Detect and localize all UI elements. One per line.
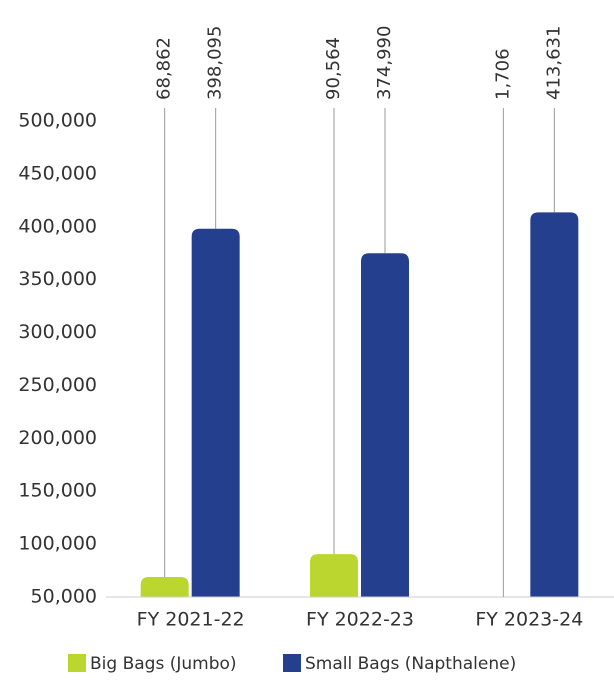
value-label: 90,564 (323, 37, 344, 100)
value-label: 374,990 (374, 26, 395, 100)
bars (140, 212, 579, 597)
bar (530, 212, 579, 597)
legend-label: Small Bags (Napthalene) (305, 654, 516, 674)
legend-label: Big Bags (Jumbo) (90, 654, 237, 674)
y-tick-label: 350,000 (18, 268, 97, 290)
bar (310, 554, 358, 597)
legend-swatch (68, 654, 86, 672)
x-tick-label: FY 2023-24 (475, 609, 583, 631)
bar (361, 253, 409, 597)
y-tick-label: 400,000 (18, 215, 97, 237)
y-tick-label: 300,000 (18, 321, 97, 343)
y-tick-label: 150,000 (18, 480, 97, 502)
y-tick-label: 450,000 (18, 162, 97, 184)
y-tick-label: 500,000 (18, 110, 97, 132)
legend-swatch (283, 654, 301, 672)
y-tick-label: 200,000 (18, 427, 97, 449)
y-tick-label: 250,000 (18, 374, 97, 396)
value-label: 68,862 (154, 37, 175, 100)
value-label: 398,095 (205, 26, 226, 100)
x-tick-label: FY 2021-22 (137, 609, 245, 631)
y-tick-label: 100,000 (18, 533, 97, 555)
bar (191, 228, 240, 597)
y-tick-label: 50,000 (31, 586, 97, 608)
x-tick-label: FY 2022-23 (306, 609, 414, 631)
value-label: 1,706 (492, 48, 513, 100)
bar (140, 577, 189, 597)
value-label: 413,631 (543, 26, 564, 100)
